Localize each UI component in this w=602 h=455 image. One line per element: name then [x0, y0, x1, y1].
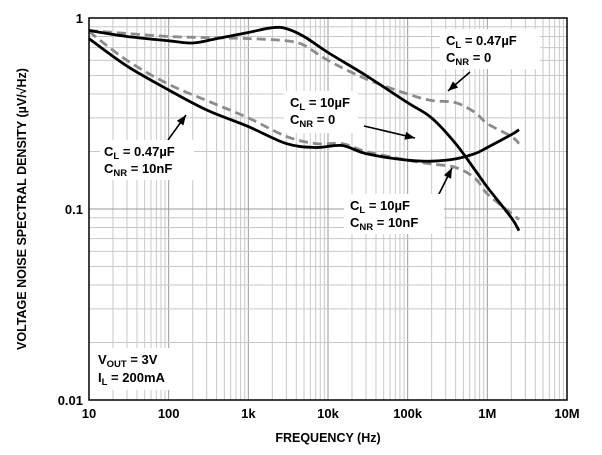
annotation-box: [96, 348, 190, 390]
arrowhead: [448, 81, 459, 91]
arrowhead: [404, 131, 415, 140]
y-axis-label: VOLTAGE NOISE SPECTRAL DENSITY (µV/√Hz): [15, 68, 29, 350]
x-tick-label: 100k: [393, 406, 423, 421]
x-tick-label: 10M: [554, 406, 579, 421]
annotation-box: [344, 194, 444, 234]
annotation-box: [284, 91, 358, 133]
x-tick-label: 100: [158, 406, 180, 421]
y-tick-labels: 0.01 0.1 1: [58, 11, 83, 408]
annotation-line: CNR = 10nF: [350, 215, 418, 233]
x-axis-label: FREQUENCY (Hz): [275, 431, 380, 445]
series-line: [88, 37, 520, 163]
x-tick-label: 1k: [241, 406, 256, 421]
x-tick-label: 1M: [478, 406, 496, 421]
annotation-line: CNR = 0: [446, 50, 491, 68]
annotation-box: [440, 29, 540, 69]
arrowhead: [176, 115, 186, 126]
annotation-line: CL = 10µF: [350, 198, 410, 216]
annotation-line: IL = 200mA: [98, 370, 166, 388]
y-tick-label: 1: [76, 11, 83, 26]
annotation-box: [100, 140, 194, 180]
annotation-arrows: [167, 71, 471, 197]
annotation-line: CNR = 0: [290, 112, 335, 130]
series-line: [88, 30, 520, 221]
annotation-line: VOUT = 3V: [98, 352, 158, 370]
annotation-line: CL = 10µF: [290, 95, 350, 113]
annotation-line: CNR = 10nF: [104, 161, 172, 179]
x-tick-label: 10k: [317, 406, 339, 421]
y-tick-label: 0.1: [65, 202, 83, 217]
series-line: [88, 25, 521, 232]
plot-frame: [88, 17, 568, 401]
arrowhead: [443, 168, 452, 179]
x-tick-labels: 10 100 1k 10k 100k 1M 10M: [82, 406, 580, 421]
series-layer: [88, 25, 521, 232]
annotation-line: CL = 0.47µF: [104, 144, 175, 162]
grid: [89, 18, 567, 400]
annotation-line: CL = 0.47µF: [446, 33, 517, 51]
x-tick-label: 10: [82, 406, 96, 421]
y-tick-label: 0.01: [58, 393, 83, 408]
series-line: [88, 29, 521, 145]
